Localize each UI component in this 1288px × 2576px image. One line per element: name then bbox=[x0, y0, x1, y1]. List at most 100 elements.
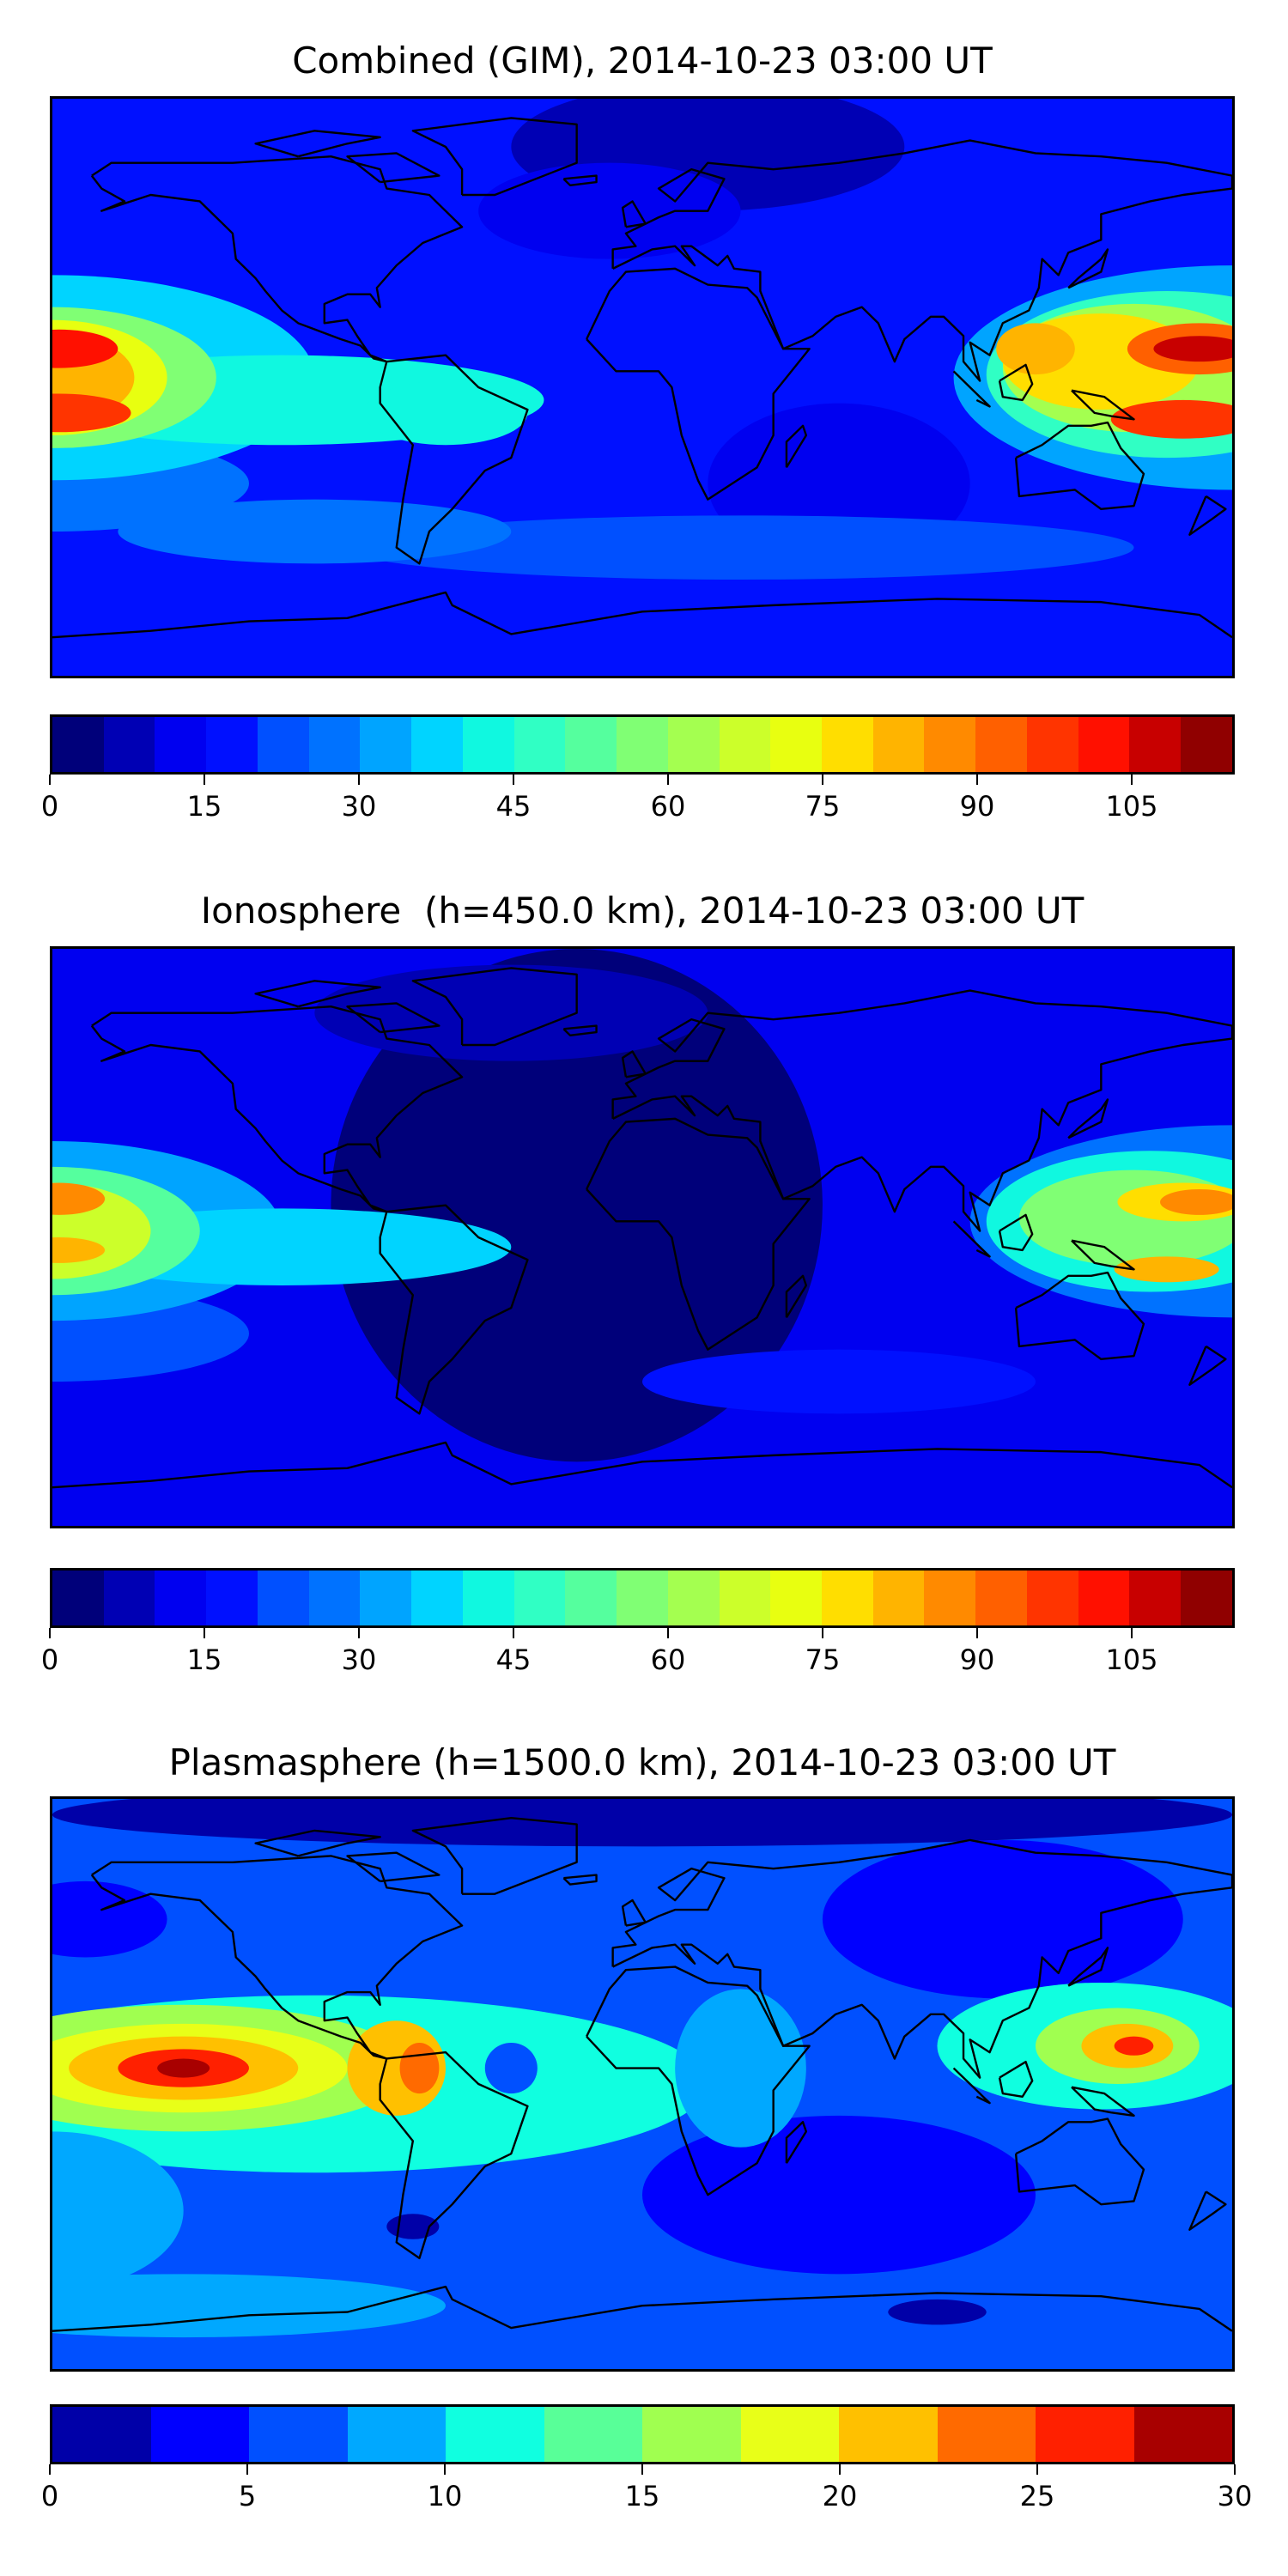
coastline bbox=[380, 355, 528, 564]
colorbar-tick-label: 105 bbox=[1105, 1643, 1158, 1676]
tec-contour-region bbox=[52, 1182, 106, 1215]
coastline bbox=[380, 1206, 528, 1414]
colorbar-tick-label: 15 bbox=[186, 1643, 222, 1676]
colorbar-tick-label: 0 bbox=[40, 790, 59, 823]
colorbar-level-5 bbox=[308, 1571, 361, 1625]
tec-contour-region bbox=[157, 2058, 210, 2078]
colorbar-tick-label: 45 bbox=[495, 1643, 532, 1676]
coastline bbox=[52, 592, 1232, 637]
colorbar-level-14 bbox=[770, 1571, 823, 1625]
coastline bbox=[787, 426, 806, 468]
coastline bbox=[1189, 2191, 1225, 2229]
coastline bbox=[348, 1853, 440, 1881]
colorbar-level-0 bbox=[52, 1571, 104, 1625]
colorbar-level-3 bbox=[206, 717, 258, 772]
tec-contour-region bbox=[642, 1349, 1036, 1414]
colorbar-level-18 bbox=[975, 1571, 1027, 1625]
colorbar-tick bbox=[1036, 2464, 1038, 2475]
ionosphere-colorbar-ticks: 0 15 30 45 60 75 90 105 bbox=[41, 1628, 1235, 1680]
tec-contour-region bbox=[484, 2043, 538, 2094]
colorbar-level-4 bbox=[257, 1571, 309, 1625]
coastline bbox=[348, 153, 440, 182]
tec-contour-region bbox=[52, 1880, 167, 1958]
colorbar-level-7 bbox=[411, 1571, 463, 1625]
colorbar-level-6 bbox=[360, 1571, 412, 1625]
coastline bbox=[563, 1026, 596, 1036]
colorbar-tick bbox=[444, 2464, 446, 2475]
colorbar-level-6 bbox=[360, 717, 412, 772]
colorbar-level-12 bbox=[667, 717, 720, 772]
colorbar-tick-label: 30 bbox=[341, 790, 377, 823]
colorbar-tick bbox=[358, 1628, 360, 1638]
combined-colorbar-ticks: 0 15 30 45 60 75 90 105 bbox=[41, 775, 1235, 826]
tec-contour-region bbox=[1110, 399, 1232, 439]
colorbar-level-22 bbox=[1181, 717, 1232, 772]
coastline bbox=[586, 269, 810, 500]
colorbar-level-8 bbox=[462, 1571, 514, 1625]
tec-contour-region bbox=[478, 162, 741, 259]
colorbar-tick bbox=[513, 775, 514, 785]
tec-contour-region bbox=[1114, 2036, 1154, 2056]
coastline bbox=[413, 118, 577, 195]
colorbar-tick bbox=[667, 775, 669, 785]
colorbar-level-22 bbox=[1181, 1571, 1232, 1625]
plasmasphere-colorbar bbox=[50, 2404, 1235, 2464]
plasmasphere-colorbar-ticks: 0 5 10 15 20 25 30 bbox=[41, 2464, 1252, 2516]
colorbar-level-20 bbox=[1078, 717, 1130, 772]
colorbar-level-11 bbox=[617, 717, 668, 772]
tec-contour-region bbox=[888, 2299, 987, 2325]
colorbar-level-10 bbox=[1036, 2407, 1134, 2462]
colorbar-level-2 bbox=[155, 717, 207, 772]
tec-contour-region bbox=[52, 2131, 184, 2290]
coastline bbox=[413, 1818, 577, 1894]
colorbar-tick bbox=[667, 1628, 669, 1638]
coastline bbox=[623, 1051, 646, 1077]
combined-map-title: Combined (GIM), 2014-10-23 03:00 UT bbox=[292, 39, 993, 82]
tec-contour-region bbox=[52, 329, 118, 368]
coastline bbox=[954, 2069, 990, 2104]
colorbar-tick-label: 60 bbox=[650, 1643, 686, 1676]
colorbar-level-17 bbox=[924, 1571, 976, 1625]
coastline bbox=[1016, 422, 1144, 509]
coastline bbox=[954, 1221, 990, 1256]
colorbar-tick-label: 20 bbox=[822, 2480, 858, 2512]
colorbar-tick bbox=[641, 2464, 643, 2475]
tec-contour-region bbox=[314, 964, 708, 1061]
ionosphere-map bbox=[50, 946, 1235, 1528]
colorbar-tick-label: 15 bbox=[186, 790, 222, 823]
colorbar-level-3 bbox=[347, 2407, 446, 2462]
tec-contour-region bbox=[642, 2115, 1036, 2275]
colorbar-level-12 bbox=[667, 1571, 720, 1625]
colorbar-tick-label: 60 bbox=[650, 790, 686, 823]
colorbar-level-18 bbox=[975, 717, 1027, 772]
colorbar-level-3 bbox=[206, 1571, 258, 1625]
combined-colorbar bbox=[50, 714, 1235, 775]
colorbar-level-14 bbox=[770, 717, 823, 772]
colorbar-tick bbox=[246, 2464, 248, 2475]
coastline bbox=[1068, 1947, 1108, 1985]
colorbar-tick-label: 5 bbox=[238, 2480, 257, 2512]
coastline bbox=[563, 176, 596, 185]
coastline bbox=[623, 201, 646, 227]
colorbar-level-20 bbox=[1078, 1571, 1130, 1625]
colorbar-level-1 bbox=[150, 2407, 249, 2462]
colorbar-level-9 bbox=[513, 1571, 566, 1625]
colorbar-tick bbox=[976, 775, 978, 785]
colorbar-level-7 bbox=[411, 717, 463, 772]
colorbar-level-16 bbox=[872, 1571, 925, 1625]
coastline bbox=[787, 2122, 806, 2163]
colorbar-level-1 bbox=[103, 717, 155, 772]
colorbar-level-7 bbox=[740, 2407, 839, 2462]
ionosphere-colorbar bbox=[50, 1568, 1235, 1628]
tec-contour-region bbox=[675, 1989, 806, 2148]
colorbar-tick-label: 30 bbox=[1217, 2480, 1253, 2512]
colorbar-tick bbox=[49, 775, 51, 785]
colorbar-level-15 bbox=[822, 1571, 873, 1625]
colorbar-level-10 bbox=[565, 1571, 617, 1625]
coastline bbox=[1068, 249, 1108, 288]
coastline bbox=[1068, 1099, 1108, 1138]
colorbar-tick-label: 90 bbox=[959, 1643, 995, 1676]
coastline bbox=[1072, 2087, 1134, 2116]
colorbar-level-2 bbox=[249, 2407, 348, 2462]
colorbar-tick-label: 25 bbox=[1019, 2480, 1055, 2512]
